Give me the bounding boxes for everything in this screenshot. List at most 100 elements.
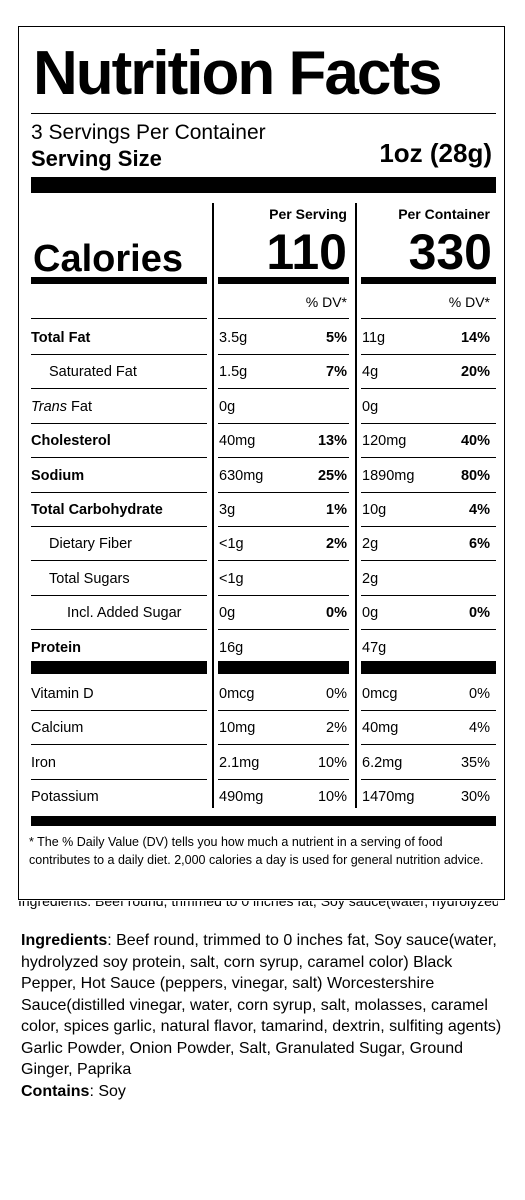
row-divider [361, 491, 496, 493]
row-divider [218, 560, 349, 562]
row-divider [31, 778, 207, 780]
row-divider [31, 560, 207, 562]
serving-amount: 2.1mg [219, 754, 260, 771]
container-amount: 2g [362, 570, 379, 587]
container-amount: 2g [362, 536, 379, 553]
serving-amount: <1g [219, 536, 244, 553]
serving-dv: 0% [326, 605, 347, 622]
footnote-divider [31, 816, 496, 826]
container-dv: 80% [460, 467, 490, 484]
container-amount: 0g [362, 605, 379, 622]
serving-dv: 2% [326, 536, 347, 553]
row-divider [361, 388, 496, 390]
serving-amount: 40mg [219, 433, 256, 450]
row-divider [218, 710, 349, 711]
row-divider [361, 778, 496, 780]
serving-dv: 25% [317, 467, 347, 484]
row-divider [218, 318, 349, 319]
column-divider-serving [212, 203, 214, 808]
serving-dv: 10% [317, 754, 347, 771]
container-dv: 40% [460, 433, 490, 450]
nutrient-name: Iron [31, 754, 56, 771]
row-divider [361, 629, 496, 631]
vitamin-bar-container [361, 661, 496, 674]
row-divider [31, 629, 207, 631]
serving-amount: 10mg [219, 720, 256, 737]
row-divider [31, 422, 207, 424]
calories-bar-name [31, 277, 207, 284]
row-divider [31, 388, 207, 390]
dv-header-serving: % DV* [305, 294, 347, 310]
serving-dv: 2% [326, 720, 347, 737]
per-container-header: Per Container [398, 206, 490, 222]
serving-size-label: Serving Size [31, 146, 162, 171]
serving-amount: 1.5g [219, 364, 248, 381]
container-amount: 4g [362, 364, 379, 381]
serving-amount: 3.5g [219, 330, 248, 346]
nutrient-name: Potassium [31, 789, 99, 806]
row-divider [218, 491, 349, 493]
serving-dv: 13% [317, 433, 347, 450]
vitamin-bar-name [31, 661, 207, 674]
row-divider [31, 318, 207, 319]
nutrient-name: Vitamin D [31, 686, 94, 702]
servings-per-container: 3 Servings Per Container [31, 121, 266, 144]
row-divider [361, 526, 496, 527]
serving-amount: 0mcg [219, 686, 255, 702]
serving-amount: 490mg [219, 789, 264, 806]
nutrient-name: Incl. Added Sugar [67, 605, 182, 622]
row-divider [218, 388, 349, 390]
row-divider [361, 560, 496, 562]
nutrient-name: Cholesterol [31, 433, 111, 450]
container-dv: 14% [460, 330, 490, 346]
serving-dv: 10% [317, 789, 347, 806]
ingredients-block: Ingredients: Beef round, trimmed to 0 in… [21, 930, 511, 1102]
calories-per-container: 330 [408, 224, 492, 280]
container-dv: 0% [469, 605, 490, 622]
serving-amount: <1g [219, 570, 244, 587]
row-divider [361, 318, 496, 319]
row-divider [361, 354, 496, 355]
serving-dv: 7% [326, 364, 347, 381]
ingredients-text: : Beef round, trimmed to 0 inches fat, S… [21, 932, 502, 1078]
container-dv: 4% [469, 720, 490, 737]
serving-amount: 3g [219, 502, 236, 518]
vitamin-bar-serving [218, 661, 349, 674]
row-divider [361, 594, 496, 596]
row-divider [361, 710, 496, 711]
row-divider [31, 457, 207, 459]
per-serving-header: Per Serving [269, 206, 347, 222]
row-divider [361, 422, 496, 424]
row-divider [218, 422, 349, 424]
container-amount: 1470mg [362, 789, 415, 806]
row-divider [31, 594, 207, 596]
serving-size-value: 1oz (28g) [379, 138, 492, 168]
row-divider [31, 526, 207, 527]
container-amount: 1890mg [362, 467, 415, 484]
nutrient-name: Total Sugars [49, 570, 130, 587]
row-divider [218, 744, 349, 746]
serving-amount: 0g [219, 398, 236, 415]
calories-bar-container [361, 277, 496, 284]
container-amount: 40mg [362, 720, 399, 737]
container-amount: 10g [362, 502, 387, 518]
container-dv: 0% [469, 686, 490, 702]
container-amount: 0mcg [362, 686, 398, 702]
container-amount: 47g [362, 639, 387, 656]
serving-dv: 5% [326, 330, 347, 346]
nutrient-name: Total Carbohydrate [31, 502, 163, 518]
dv-header-container: % DV* [448, 294, 490, 310]
container-dv: 6% [469, 536, 490, 553]
row-divider [218, 457, 349, 459]
nutrient-name: Dietary Fiber [49, 536, 132, 553]
container-amount: 6.2mg [362, 754, 403, 771]
contains-text: : Soy [89, 1082, 126, 1100]
nutrient-name-italic: Trans [31, 398, 67, 415]
calories-bar-serving [218, 277, 349, 284]
nutrition-facts-label: Nutrition Facts 3 Servings Per Container… [18, 26, 505, 900]
column-divider-container [355, 203, 357, 808]
row-divider [31, 491, 207, 493]
nutrient-name: Trans Fat [31, 398, 92, 416]
serving-dv: 1% [326, 502, 347, 518]
row-divider [361, 744, 496, 746]
